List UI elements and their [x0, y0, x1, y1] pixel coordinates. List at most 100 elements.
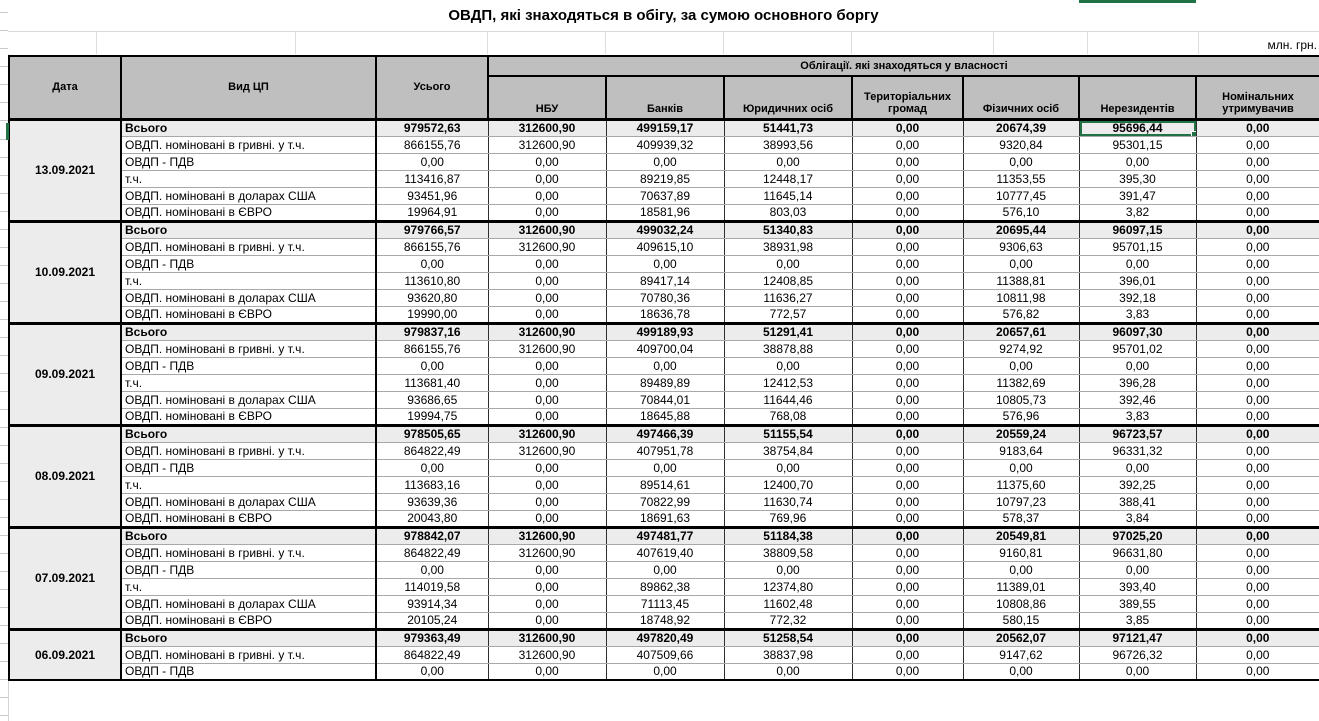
- value-cell[interactable]: 0,00: [487, 305, 607, 324]
- value-cell[interactable]: 0,00: [605, 560, 725, 579]
- value-cell[interactable]: 576,82: [962, 305, 1080, 324]
- value-cell[interactable]: 0,00: [1195, 475, 1319, 494]
- value-cell[interactable]: 0,00: [375, 356, 489, 375]
- value-cell[interactable]: 0,00: [375, 458, 489, 477]
- column-header-owner-0[interactable]: НБУ: [487, 75, 607, 120]
- value-cell[interactable]: 978842,07: [375, 525, 489, 545]
- value-cell[interactable]: 864822,49: [375, 543, 489, 562]
- value-cell[interactable]: 71113,45: [605, 594, 725, 613]
- value-cell[interactable]: 772,57: [723, 305, 853, 324]
- value-cell[interactable]: 9160,81: [962, 543, 1080, 562]
- value-cell[interactable]: 0,00: [1195, 288, 1319, 307]
- value-cell[interactable]: 0,00: [1195, 117, 1319, 137]
- value-cell[interactable]: 93639,36: [375, 492, 489, 511]
- value-cell[interactable]: 0,00: [487, 577, 607, 596]
- value-cell[interactable]: 0,00: [851, 373, 964, 392]
- value-cell[interactable]: 0,00: [851, 662, 964, 681]
- value-cell[interactable]: 0,00: [487, 492, 607, 511]
- value-cell[interactable]: 20562,07: [962, 627, 1080, 647]
- value-cell[interactable]: 391,47: [1078, 186, 1197, 205]
- value-cell[interactable]: 392,18: [1078, 288, 1197, 307]
- value-cell[interactable]: 0,00: [487, 356, 607, 375]
- value-cell[interactable]: 0,00: [851, 441, 964, 460]
- value-cell[interactable]: 0,00: [851, 356, 964, 375]
- value-cell[interactable]: 70822,99: [605, 492, 725, 511]
- value-cell[interactable]: 0,00: [851, 577, 964, 596]
- value-cell[interactable]: 396,01: [1078, 271, 1197, 290]
- row-label-cell[interactable]: ОВДП. номіновані в ЄВРО: [120, 509, 377, 528]
- value-cell[interactable]: 0,00: [962, 254, 1080, 273]
- value-cell[interactable]: 0,00: [851, 407, 964, 426]
- date-cell[interactable]: 08.09.2021: [8, 423, 122, 528]
- value-cell[interactable]: 0,00: [1195, 492, 1319, 511]
- value-cell[interactable]: 407951,78: [605, 441, 725, 460]
- value-cell[interactable]: 0,00: [1078, 254, 1197, 273]
- value-cell[interactable]: 312600,90: [487, 237, 607, 256]
- value-cell[interactable]: 312600,90: [487, 525, 607, 545]
- value-cell[interactable]: 0,00: [851, 611, 964, 630]
- value-cell[interactable]: 20657,61: [962, 321, 1080, 341]
- value-cell[interactable]: 0,00: [487, 203, 607, 222]
- value-cell[interactable]: 19964,91: [375, 203, 489, 222]
- value-cell[interactable]: 580,15: [962, 611, 1080, 630]
- value-cell[interactable]: 38931,98: [723, 237, 853, 256]
- value-cell[interactable]: 89219,85: [605, 169, 725, 188]
- row-label-cell[interactable]: ОВДП. номіновані в доларах США: [120, 288, 377, 307]
- value-cell[interactable]: 93686,65: [375, 390, 489, 409]
- row-label-cell[interactable]: ОВДП. номіновані в доларах США: [120, 594, 377, 613]
- value-cell[interactable]: 9320,84: [962, 135, 1080, 154]
- row-label-cell[interactable]: ОВДП - ПДВ: [120, 152, 377, 171]
- value-cell[interactable]: 866155,76: [375, 339, 489, 358]
- value-cell[interactable]: 0,00: [487, 475, 607, 494]
- value-cell[interactable]: 0,00: [605, 152, 725, 171]
- value-cell[interactable]: 9306,63: [962, 237, 1080, 256]
- value-cell[interactable]: 11389,01: [962, 577, 1080, 596]
- value-cell[interactable]: 97121,47: [1078, 627, 1197, 647]
- value-cell[interactable]: 3,85: [1078, 611, 1197, 630]
- value-cell[interactable]: 0,00: [1195, 662, 1319, 681]
- value-cell[interactable]: 0,00: [1195, 271, 1319, 290]
- value-cell[interactable]: 113683,16: [375, 475, 489, 494]
- value-cell[interactable]: 95301,15: [1078, 135, 1197, 154]
- row-label-cell[interactable]: Всього: [120, 117, 377, 137]
- value-cell[interactable]: 114019,58: [375, 577, 489, 596]
- value-cell[interactable]: 9183,64: [962, 441, 1080, 460]
- row-label-cell[interactable]: ОВДП. номіновані в ЄВРО: [120, 203, 377, 222]
- value-cell[interactable]: 499159,17: [605, 117, 725, 137]
- value-cell[interactable]: 70637,89: [605, 186, 725, 205]
- date-cell[interactable]: 13.09.2021: [8, 117, 122, 222]
- value-cell[interactable]: 11388,81: [962, 271, 1080, 290]
- value-cell[interactable]: 0,00: [1195, 407, 1319, 426]
- value-cell[interactable]: 19990,00: [375, 305, 489, 324]
- row-label-cell[interactable]: Всього: [120, 525, 377, 545]
- value-cell[interactable]: 0,00: [1195, 169, 1319, 188]
- value-cell[interactable]: 96723,57: [1078, 423, 1197, 443]
- value-cell[interactable]: 10808,86: [962, 594, 1080, 613]
- value-cell[interactable]: 312600,90: [487, 423, 607, 443]
- value-cell[interactable]: 0,00: [1195, 203, 1319, 222]
- value-cell[interactable]: 0,00: [1195, 305, 1319, 324]
- value-cell[interactable]: 38878,88: [723, 339, 853, 358]
- selected-cell[interactable]: 95696,44: [1078, 117, 1197, 137]
- value-cell[interactable]: 0,00: [851, 627, 964, 647]
- row-label-cell[interactable]: т.ч.: [120, 271, 377, 290]
- value-cell[interactable]: 0,00: [1195, 577, 1319, 596]
- value-cell[interactable]: 0,00: [487, 186, 607, 205]
- value-cell[interactable]: 0,00: [487, 611, 607, 630]
- value-cell[interactable]: 0,00: [605, 458, 725, 477]
- value-cell[interactable]: 51184,38: [723, 525, 853, 545]
- value-cell[interactable]: 0,00: [851, 169, 964, 188]
- value-cell[interactable]: 0,00: [851, 219, 964, 239]
- value-cell[interactable]: 0,00: [851, 525, 964, 545]
- value-cell[interactable]: 11602,48: [723, 594, 853, 613]
- value-cell[interactable]: 0,00: [723, 662, 853, 681]
- value-cell[interactable]: 0,00: [1195, 219, 1319, 239]
- value-cell[interactable]: 0,00: [723, 356, 853, 375]
- value-cell[interactable]: 0,00: [1195, 627, 1319, 647]
- row-label-cell[interactable]: ОВДП. номіновані в ЄВРО: [120, 611, 377, 630]
- value-cell[interactable]: 312600,90: [487, 645, 607, 664]
- row-label-cell[interactable]: ОВДП - ПДВ: [120, 356, 377, 375]
- value-cell[interactable]: 11375,60: [962, 475, 1080, 494]
- value-cell[interactable]: 769,96: [723, 509, 853, 528]
- value-cell[interactable]: 0,00: [851, 423, 964, 443]
